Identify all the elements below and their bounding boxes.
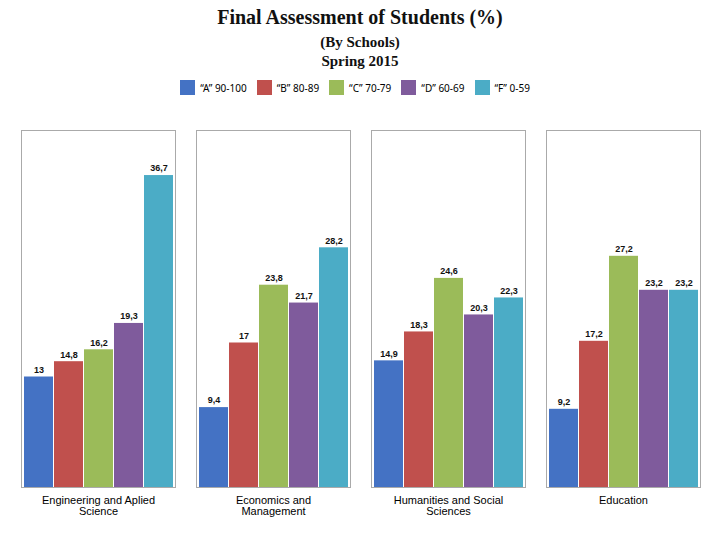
svg-text:36,7: 36,7 [150, 163, 168, 173]
svg-text:13: 13 [34, 365, 44, 375]
svg-text:23,8: 23,8 [265, 273, 283, 283]
html-text:“B” 80-89: “B” 80-89 [276, 80, 320, 95]
svg-text:17: 17 [239, 331, 249, 341]
svg-text:28,2: 28,2 [325, 236, 343, 246]
html-text:Spring 2015: Spring 2015 [321, 53, 399, 69]
html-text:“D” 60-69: “D” 60-69 [421, 80, 465, 95]
html-text:“F” 0-59: “F” 0-59 [494, 80, 530, 95]
svg-text:Humanities and SocialSciences: Humanities and SocialSciences [394, 494, 503, 517]
svg-text:9,2: 9,2 [558, 397, 571, 407]
html-text:“A” 90-100: “A” 90-100 [200, 80, 247, 95]
svg-text:17,2: 17,2 [585, 329, 603, 339]
svg-text:23,2: 23,2 [645, 278, 663, 288]
svg-text:19,3: 19,3 [120, 311, 138, 321]
svg-text:Economics andManagement: Economics andManagement [236, 494, 311, 517]
svg-text:Education: Education [599, 494, 648, 506]
svg-text:9,4: 9,4 [208, 395, 221, 405]
svg-text:14,8: 14,8 [60, 350, 78, 360]
svg-text:23,2: 23,2 [675, 278, 693, 288]
svg-text:27,2: 27,2 [615, 244, 633, 254]
html-text:(By Schools): (By Schools) [320, 34, 400, 50]
svg-text:22,3: 22,3 [500, 286, 518, 296]
html-text:“C” 70-79: “C” 70-79 [349, 80, 392, 95]
svg-text:Engineering and ApliedScience: Engineering and ApliedScience [42, 494, 155, 517]
svg-text:18,3: 18,3 [410, 320, 428, 330]
html-text:Final Assessment of Students (: Final Assessment of Students (%) [217, 6, 503, 28]
svg-text:20,3: 20,3 [470, 303, 488, 313]
svg-text:21,7: 21,7 [295, 291, 313, 301]
svg-text:24,6: 24,6 [440, 266, 458, 276]
svg-text:14,9: 14,9 [380, 349, 398, 359]
svg-text:16,2: 16,2 [90, 338, 108, 348]
